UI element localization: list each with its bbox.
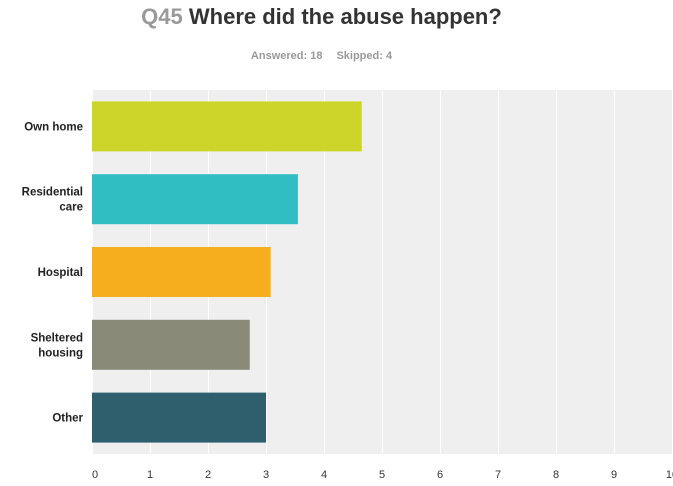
x-tick-label-6: 6 [437,469,443,481]
skipped-count: Skipped: 4 [336,50,393,62]
x-tick-label-2: 2 [205,469,211,481]
bar-sheltered-housing [92,319,250,370]
category-label-own-home: Own home [24,121,83,133]
category-label-residential-care: Residential care [22,187,83,214]
x-tick-label-8: 8 [553,469,559,481]
x-tick-label-7: 7 [495,469,501,481]
x-tick-label-1: 1 [147,469,153,481]
question-text: Where did the abuse happen? [188,4,502,29]
bar-own-home [92,101,362,152]
category-label-other: Other [52,413,83,425]
chart-title: Q45 Where did the abuse happen? [0,4,643,30]
answered-count: Answered: 18 [250,50,323,62]
bar-other [92,392,266,443]
x-tick-label-4: 4 [321,469,327,481]
x-tick-label-3: 3 [263,469,269,481]
category-label-hospital: Hospital [38,267,83,279]
question-number: Q45 [141,4,183,29]
category-label-sheltered-housing: Sheltered housing [31,332,83,359]
x-tick-label-9: 9 [611,469,617,481]
x-tick-label-5: 5 [379,469,385,481]
x-tick-label-10: 10 [666,469,673,481]
response-stats: Answered: 18 Skipped: 4 [0,50,643,62]
bar-residential-care [92,174,298,225]
bar-hospital [92,247,271,297]
x-tick-label-0: 0 [92,469,98,481]
